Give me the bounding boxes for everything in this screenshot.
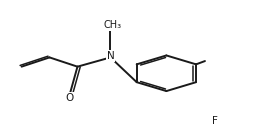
Text: CH₃: CH₃	[104, 20, 122, 30]
Text: F: F	[212, 116, 218, 126]
Text: O: O	[65, 93, 73, 103]
Text: N: N	[107, 51, 114, 61]
